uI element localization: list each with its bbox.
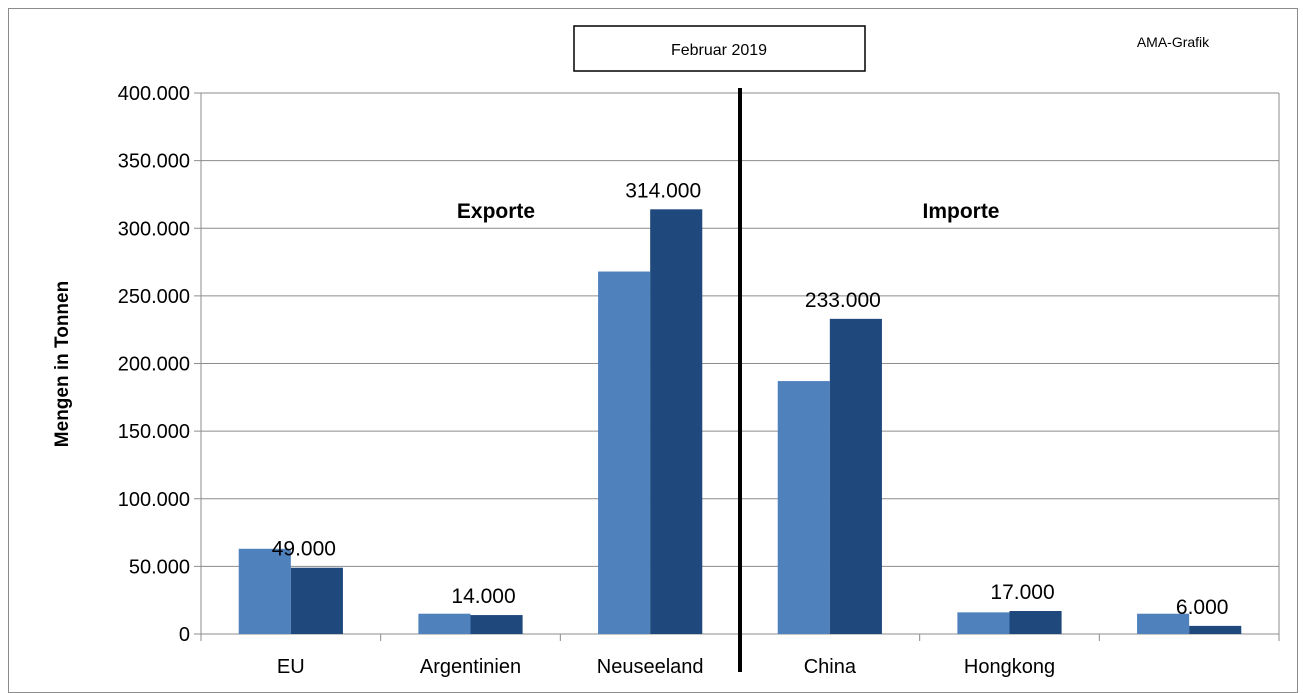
bar-series2 xyxy=(1009,611,1062,634)
data-label: 233.000 xyxy=(805,289,881,312)
bar-series1 xyxy=(418,613,471,634)
y-axis-label: Mengen in Tonnen xyxy=(52,281,73,447)
data-label: 49.000 xyxy=(272,538,336,561)
data-label: 14.000 xyxy=(451,585,515,608)
y-tick-label: 350.000 xyxy=(118,151,190,173)
bar-series1 xyxy=(598,271,651,634)
x-tick-label: China xyxy=(804,656,857,678)
bar-series2 xyxy=(470,615,523,634)
y-tick-label: 150.000 xyxy=(118,421,190,443)
chart-credit: AMA-Grafik xyxy=(1137,34,1210,50)
bar-series1 xyxy=(1137,613,1190,634)
bar-series2 xyxy=(1189,625,1242,634)
chart-title: Februar 2019 xyxy=(671,42,767,59)
data-label: 314.000 xyxy=(625,179,701,202)
bar-series2 xyxy=(290,567,343,634)
y-tick-label: 250.000 xyxy=(118,286,190,308)
x-tick-label: EU xyxy=(277,656,305,678)
bar-series1 xyxy=(957,612,1010,634)
bar-series2 xyxy=(829,318,882,634)
title-box xyxy=(573,25,866,72)
bar-series1 xyxy=(777,381,830,634)
x-tick-label: Argentinien xyxy=(420,656,521,678)
annotation-importe: Importe xyxy=(922,200,999,223)
data-label: 17.000 xyxy=(990,581,1054,604)
y-tick-label: 0 xyxy=(179,624,190,646)
y-tick-label: 50.000 xyxy=(129,556,190,578)
x-tick-label: Neuseeland xyxy=(597,656,704,678)
annotation-exporte: Exporte xyxy=(457,200,535,223)
bar-series1 xyxy=(238,548,291,634)
x-tick-label: Hongkong xyxy=(964,656,1055,678)
data-label: 6.000 xyxy=(1176,596,1229,619)
y-tick-label: 100.000 xyxy=(118,489,190,511)
y-tick-label: 200.000 xyxy=(118,354,190,376)
y-tick-label: 400.000 xyxy=(118,83,190,105)
y-tick-label: 300.000 xyxy=(118,218,190,240)
bar-series2 xyxy=(650,209,703,634)
plot-area: 0 50.000 100.000 150.000 200.000 250.000 300.0… xyxy=(118,83,1280,678)
